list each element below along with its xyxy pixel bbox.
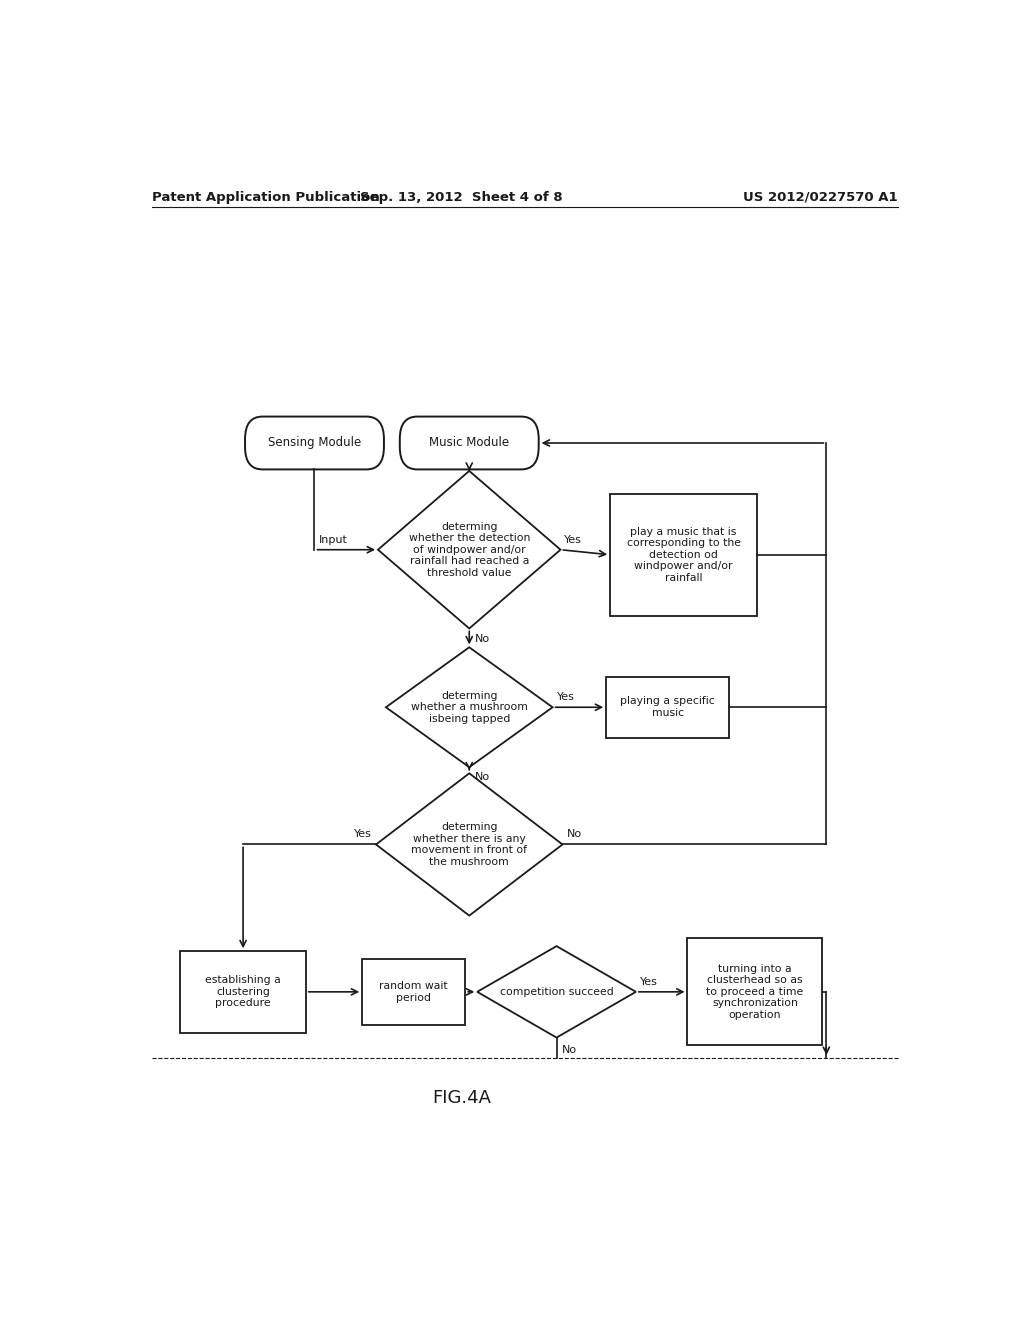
Text: No: No <box>562 1045 578 1055</box>
Polygon shape <box>376 774 562 916</box>
Text: competition succeed: competition succeed <box>500 987 613 997</box>
Text: Sep. 13, 2012  Sheet 4 of 8: Sep. 13, 2012 Sheet 4 of 8 <box>360 190 562 203</box>
FancyBboxPatch shape <box>399 417 539 470</box>
Text: No: No <box>566 829 582 840</box>
Text: determing
whether a mushroom
isbeing tapped: determing whether a mushroom isbeing tap… <box>411 690 527 723</box>
Text: FIG.4A: FIG.4A <box>432 1089 490 1106</box>
Text: determing
whether there is any
movement in front of
the mushroom: determing whether there is any movement … <box>412 822 527 867</box>
Text: determing
whether the detection
of windpower and/or
rainfall had reached a
thres: determing whether the detection of windp… <box>409 521 530 578</box>
Text: Yes: Yes <box>640 977 657 986</box>
Text: US 2012/0227570 A1: US 2012/0227570 A1 <box>743 190 898 203</box>
Polygon shape <box>378 471 560 628</box>
Text: Yes: Yes <box>564 535 583 545</box>
Text: playing a specific
music: playing a specific music <box>621 697 715 718</box>
Bar <box>362 958 465 1024</box>
Polygon shape <box>477 946 636 1038</box>
Bar <box>180 952 306 1032</box>
Polygon shape <box>386 647 553 767</box>
Text: Music Module: Music Module <box>429 437 509 450</box>
Text: Sensing Module: Sensing Module <box>268 437 361 450</box>
Bar <box>606 677 729 738</box>
Text: Yes: Yes <box>354 829 372 840</box>
Text: No: No <box>475 772 489 783</box>
Text: Patent Application Publication: Patent Application Publication <box>152 190 380 203</box>
Bar <box>687 939 822 1045</box>
Text: play a music that is
corresponding to the
detection od
windpower and/or
rainfall: play a music that is corresponding to th… <box>627 527 740 583</box>
Text: Yes: Yes <box>557 692 574 702</box>
Text: Input: Input <box>318 535 347 545</box>
Text: establishing a
clustering
procedure: establishing a clustering procedure <box>205 975 281 1008</box>
Text: No: No <box>475 634 489 644</box>
Text: turning into a
clusterhead so as
to proceed a time
synchronization
operation: turning into a clusterhead so as to proc… <box>707 964 804 1020</box>
FancyBboxPatch shape <box>245 417 384 470</box>
Text: random wait
period: random wait period <box>379 981 449 1003</box>
Bar <box>610 494 757 615</box>
